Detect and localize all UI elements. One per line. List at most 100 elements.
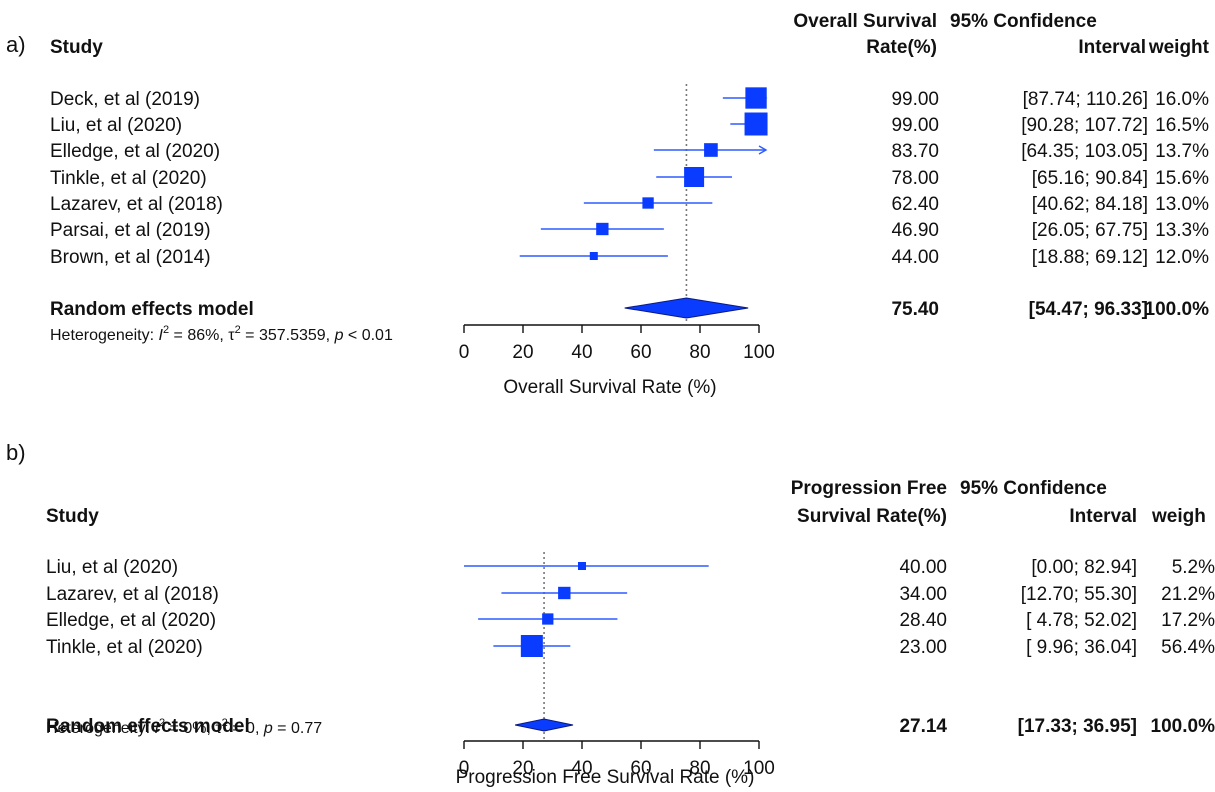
study-rate: 83.70 [891, 141, 939, 162]
study-ci: [40.62; 84.18] [1032, 194, 1148, 215]
x-tick-label: 0 [459, 342, 470, 363]
point-estimate-square [578, 562, 586, 570]
study-weight: 56.4% [1161, 637, 1215, 658]
study-rate: 40.00 [899, 557, 947, 578]
pooled-weight: 100.0% [1145, 299, 1210, 320]
study-ci: [ 9.96; 36.04] [1026, 637, 1137, 658]
study-rate: 34.00 [899, 584, 947, 605]
pooled-ci: [54.47; 96.33] [1029, 299, 1148, 320]
study-weight: 17.2% [1161, 610, 1215, 631]
study-weight: 5.2% [1172, 557, 1215, 578]
pooled-diamond [624, 297, 749, 319]
study-rate: 23.00 [899, 637, 947, 658]
ci-column-header-line1: 95% Confidence [960, 478, 1107, 499]
x-tick-label: 40 [571, 342, 592, 363]
rate-column-header-line1: Progression Free [791, 478, 947, 499]
study-name: Tinkle, et al (2020) [46, 637, 203, 658]
point-estimate-square [520, 635, 543, 657]
study-name: Elledge, et al (2020) [46, 610, 216, 631]
study-weight: 21.2% [1161, 584, 1215, 605]
study-column-header: Study [50, 37, 103, 58]
pooled-label: Random effects model [46, 716, 250, 737]
pooled-weight: 100.0% [1151, 716, 1215, 737]
point-estimate-square [704, 143, 718, 157]
study-name: Lazarev, et al (2018) [46, 584, 219, 605]
study-name: Liu, et al (2020) [46, 557, 178, 578]
pooled-label: Random effects model [50, 299, 254, 320]
weight-column-header: weigh [1151, 506, 1206, 527]
ci-arrow [758, 145, 768, 155]
ci-column-header-line1: 95% Confidence [950, 11, 1097, 32]
study-name: Deck, et al (2019) [50, 89, 200, 110]
forest-plot-overall-survival: a) Study Overall Survival Rate(%) 95% Co… [6, 11, 1210, 398]
x-axis-label: Overall Survival Rate (%) [503, 377, 716, 398]
study-ci: [12.70; 55.30] [1021, 584, 1137, 605]
heterogeneity-stats: Heterogeneity: I2 = 0%, τ2 = 0, p = 0.77 [46, 717, 322, 737]
point-estimate-square [542, 613, 554, 625]
study-ci: [87.74; 110.26] [1023, 89, 1148, 110]
point-estimate-square [596, 222, 609, 236]
ci-column-header-line2: Interval [1078, 37, 1146, 58]
study-name: Tinkle, et al (2020) [50, 168, 207, 189]
x-tick-label: 0 [459, 758, 470, 779]
ci-column-header-line2: Interval [1069, 506, 1137, 527]
rate-column-header-line1: Overall Survival [793, 11, 937, 32]
study-name: Liu, et al (2020) [50, 115, 182, 136]
panel-a-label: a) [6, 32, 26, 57]
pooled-rate: 75.40 [891, 299, 939, 320]
study-weight: 13.0% [1155, 194, 1209, 215]
point-estimate-square [684, 167, 705, 187]
study-ci: [0.00; 82.94] [1031, 557, 1137, 578]
study-name: Brown, et al (2014) [50, 247, 211, 268]
x-tick-label: 40 [571, 758, 592, 779]
rate-column-header-line2: Survival Rate(%) [797, 506, 947, 527]
x-tick-label: 100 [743, 758, 775, 779]
panel-b-label: b) [6, 440, 26, 465]
point-estimate-square [558, 586, 571, 600]
point-estimate-square [744, 112, 768, 136]
x-tick-label: 60 [630, 342, 651, 363]
study-ci: [65.16; 90.84] [1032, 168, 1148, 189]
x-tick-label: 100 [743, 342, 775, 363]
study-rate: 62.40 [891, 194, 939, 215]
point-estimate-square [745, 87, 767, 109]
heterogeneity-stats: Heterogeneity: I2 = 86%, τ2 = 357.5359, … [50, 324, 393, 344]
study-weight: 13.3% [1155, 220, 1209, 241]
x-tick-label: 60 [630, 758, 651, 779]
forest-plot-progression-free-survival: b) Study Progression Free Survival Rate(… [6, 440, 1215, 788]
pooled-rate: 27.14 [899, 716, 947, 737]
study-rate: 99.00 [891, 115, 939, 136]
study-weight: 16.0% [1155, 89, 1209, 110]
study-column-header: Study [46, 506, 99, 527]
study-ci: [64.35; 103.05] [1021, 141, 1148, 162]
study-rate: 28.40 [899, 610, 947, 631]
study-name: Elledge, et al (2020) [50, 141, 220, 162]
study-ci: [26.05; 67.75] [1032, 220, 1148, 241]
point-estimate-square [642, 197, 654, 209]
rate-column-header-line2: Rate(%) [866, 37, 937, 58]
x-tick-label: 80 [689, 758, 710, 779]
study-rate: 44.00 [891, 247, 939, 268]
study-weight: 15.6% [1155, 168, 1209, 189]
study-weight: 13.7% [1155, 141, 1209, 162]
panel-a-marks: Deck, et al (2019) 99.00 [87.74; 110.26] 16… [50, 84, 1209, 363]
panel-b-marks: Liu, et al (2020) 40.00 [0.00; 82.94] 5.2% L… [46, 552, 1215, 779]
study-rate: 46.90 [891, 220, 939, 241]
x-axis-label: Progression Free Survival Rate (%) [456, 767, 755, 788]
x-tick-label: 80 [689, 342, 710, 363]
pooled-ci: [17.33; 36.95] [1018, 716, 1137, 737]
x-tick-label: 20 [512, 342, 533, 363]
study-weight: 12.0% [1155, 247, 1209, 268]
weight-column-header: weight [1148, 37, 1210, 58]
study-ci: [90.28; 107.72] [1021, 115, 1148, 136]
point-estimate-square [589, 252, 598, 260]
study-name: Parsai, et al (2019) [50, 220, 211, 241]
study-rate: 78.00 [891, 168, 939, 189]
pooled-diamond [515, 718, 574, 732]
x-tick-label: 20 [512, 758, 533, 779]
study-weight: 16.5% [1155, 115, 1209, 136]
study-ci: [ 4.78; 52.02] [1026, 610, 1137, 631]
study-name: Lazarev, et al (2018) [50, 194, 223, 215]
study-ci: [18.88; 69.12] [1032, 247, 1148, 268]
